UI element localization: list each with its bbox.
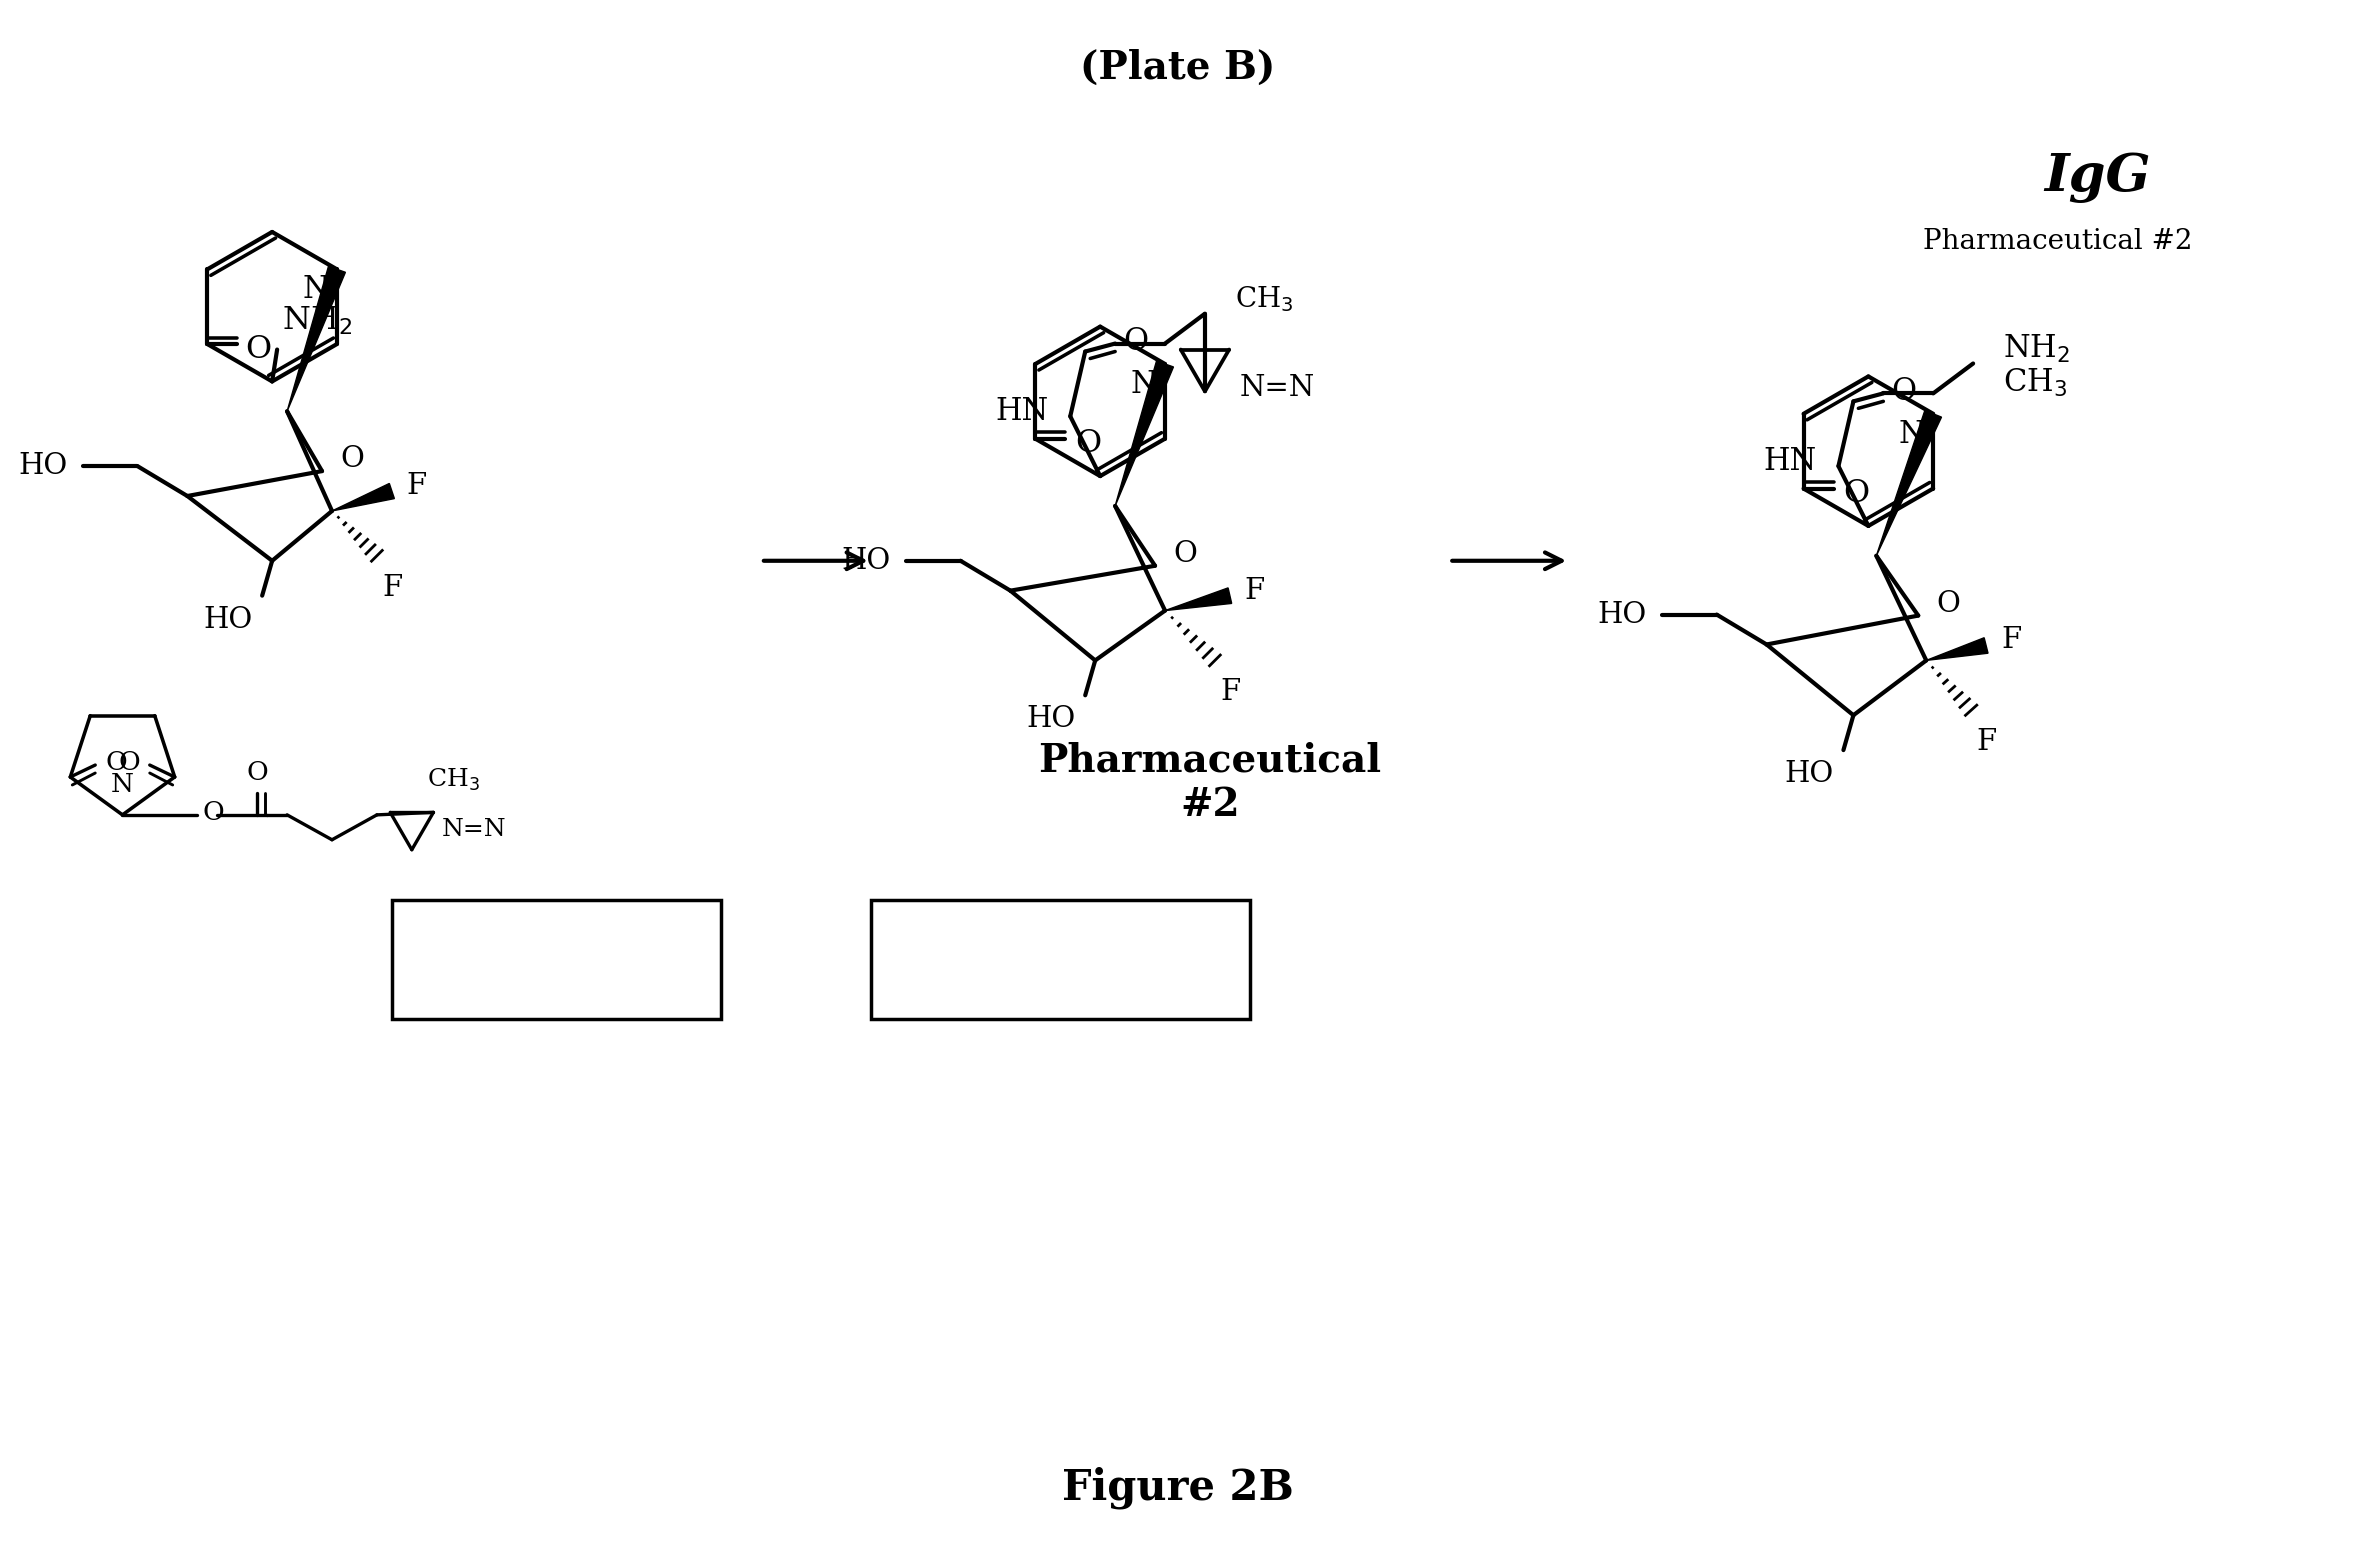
Polygon shape (288, 266, 346, 412)
Text: HO: HO (19, 452, 68, 480)
Polygon shape (1115, 361, 1174, 507)
Text: O: O (1843, 479, 1869, 510)
Text: N: N (1131, 368, 1157, 399)
Polygon shape (1876, 410, 1942, 556)
Text: IgG: IgG (2044, 152, 2152, 202)
Text: HN: HN (1763, 446, 1817, 477)
Polygon shape (1926, 637, 1987, 660)
Text: F: F (382, 573, 403, 601)
Text: HO: HO (203, 606, 252, 634)
Text: N: N (302, 275, 330, 305)
Text: O: O (1935, 589, 1961, 617)
Text: (DMSO): (DMSO) (481, 968, 632, 1001)
Text: CH$_3$: CH$_3$ (2003, 367, 2067, 399)
Text: N: N (1897, 418, 1926, 449)
Text: F: F (2001, 626, 2022, 654)
Text: F: F (1221, 679, 1240, 707)
Text: N=N: N=N (441, 819, 507, 841)
Text: O: O (118, 749, 139, 774)
Text: O: O (1890, 376, 1916, 407)
Text: O: O (245, 760, 269, 785)
Text: CH$_3$: CH$_3$ (1235, 284, 1294, 314)
Text: O: O (1075, 429, 1101, 458)
Text: Pharmaceutical: Pharmaceutical (1039, 741, 1381, 779)
Text: N=N: N=N (1240, 375, 1315, 402)
Text: HO: HO (841, 547, 891, 575)
Text: HN: HN (995, 396, 1049, 427)
Text: F: F (408, 472, 427, 500)
Text: HO: HO (1598, 600, 1648, 628)
Text: N: N (111, 772, 134, 797)
Text: O: O (1124, 326, 1148, 357)
Bar (870, 900, 1249, 1019)
Text: Triethylamine: Triethylamine (427, 925, 686, 957)
Text: HO: HO (1784, 760, 1834, 788)
Bar (391, 900, 721, 1019)
Text: O: O (106, 749, 127, 774)
Text: Pharmaceutical #2: Pharmaceutical #2 (1923, 228, 2192, 255)
Text: (Plate B): (Plate B) (1080, 48, 1275, 87)
Text: NH$_2$: NH$_2$ (2003, 333, 2069, 365)
Text: F: F (1975, 729, 1996, 757)
Text: O: O (1174, 539, 1197, 567)
Text: UV-Photoactivation: UV-Photoactivation (879, 925, 1242, 957)
Text: O: O (339, 444, 363, 472)
Polygon shape (332, 483, 394, 511)
Text: CH$_3$: CH$_3$ (427, 766, 481, 793)
Text: F: F (1244, 577, 1266, 605)
Text: #2: #2 (1181, 786, 1240, 824)
Text: NH$_2$: NH$_2$ (283, 305, 351, 337)
Text: O: O (203, 800, 224, 825)
Text: (354 nm): (354 nm) (973, 968, 1146, 1001)
Text: O: O (245, 334, 271, 365)
Text: Figure 2B: Figure 2B (1063, 1467, 1294, 1509)
Polygon shape (1164, 587, 1233, 611)
Text: HO: HO (1025, 706, 1075, 733)
